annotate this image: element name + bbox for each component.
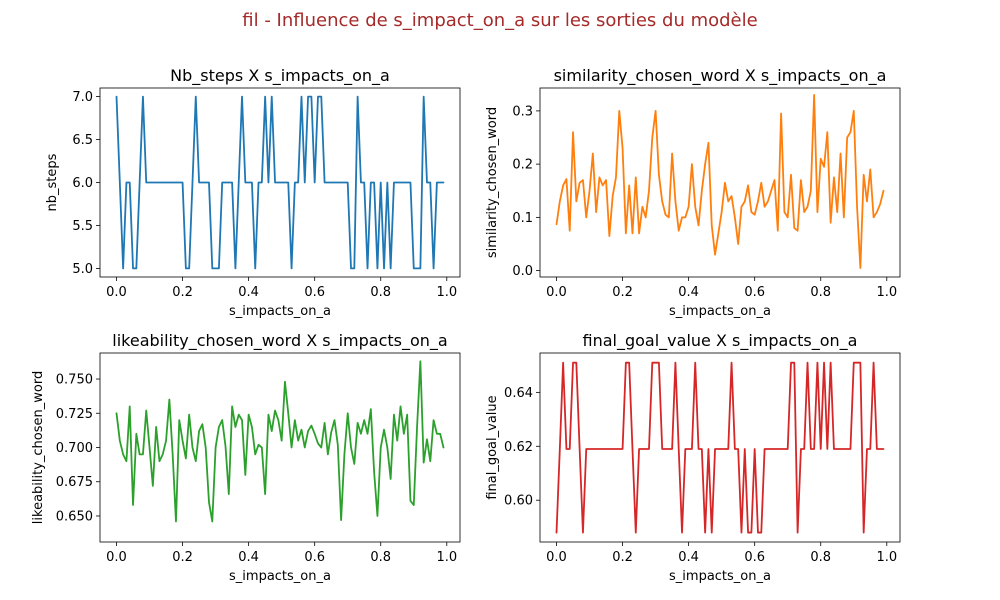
x-tick-label: 0.0	[546, 550, 567, 565]
y-axis-label: similarity_chosen_word	[485, 107, 500, 258]
x-tick-label: 1.0	[436, 285, 457, 300]
x-tick-label: 0.6	[744, 285, 765, 300]
x-tick-label: 0.0	[106, 550, 127, 565]
x-tick-label: 0.4	[238, 285, 259, 300]
y-tick-label: 0.725	[56, 407, 93, 422]
x-tick-label: 0.6	[744, 550, 765, 565]
y-tick-label: 6.5	[72, 133, 93, 148]
x-tick-label: 0.4	[678, 550, 699, 565]
y-tick-label: 5.0	[72, 262, 93, 277]
x-tick-label: 0.8	[370, 285, 391, 300]
series-line	[555, 94, 885, 269]
y-tick-label: 0.62	[504, 440, 533, 455]
series-line	[115, 360, 445, 523]
y-tick-label: 0.750	[56, 373, 93, 388]
y-tick-label: 0.64	[504, 386, 533, 401]
y-tick-label: 0.3	[512, 104, 533, 119]
y-axis-label: final_goal_value	[485, 395, 500, 499]
x-tick-label: 0.4	[238, 550, 259, 565]
chart-panel-4: final_goal_value X s_impacts_on_a 0.0 0.2 0…	[485, 331, 901, 584]
x-tick-label: 0.0	[106, 285, 127, 300]
x-tick-label: 1.0	[876, 550, 897, 565]
x-tick-label: 0.0	[546, 285, 567, 300]
x-tick-label: 0.6	[304, 285, 325, 300]
x-tick-label: 0.8	[370, 550, 391, 565]
chart-title: final_goal_value X s_impacts_on_a	[583, 331, 858, 351]
x-tick-label: 0.8	[810, 285, 831, 300]
chart-title: Nb_steps X s_impacts_on_a	[170, 66, 390, 86]
chart-panel-1: Nb_steps X s_impacts_on_a 0.0 0.2 0.4 0.6 0.8…	[45, 66, 461, 319]
chart-title: similarity_chosen_word X s_impacts_on_a	[554, 66, 887, 86]
plot-frame	[99, 87, 461, 278]
y-tick-label: 0.650	[56, 509, 93, 524]
x-tick-label: 0.2	[612, 285, 633, 300]
x-tick-label: 0.2	[172, 550, 193, 565]
x-tick-label: 0.8	[810, 550, 831, 565]
y-tick-label: 0.700	[56, 441, 93, 456]
chart-panel-2: similarity_chosen_word X s_impacts_on_a 0…	[485, 66, 901, 319]
y-tick-label: 6.0	[72, 176, 93, 191]
y-tick-label: 0.1	[512, 211, 533, 226]
y-axis-label: likeability_chosen_word	[31, 371, 46, 524]
x-tick-label: 0.4	[678, 285, 699, 300]
x-tick-label: 0.2	[612, 550, 633, 565]
y-tick-label: 0.675	[56, 475, 93, 490]
x-tick-label: 0.6	[304, 550, 325, 565]
x-tick-label: 0.2	[172, 285, 193, 300]
chart-panel-3: likeability_chosen_word X s_impacts_on_a…	[31, 331, 461, 584]
y-tick-label: 0.60	[504, 494, 533, 509]
plot-frame	[539, 352, 901, 543]
series-line	[115, 95, 445, 270]
figure-suptitle: fil - Influence de s_impact_on_a sur les…	[242, 10, 758, 31]
x-axis-label: s_impacts_on_a	[669, 569, 771, 584]
y-tick-label: 7.0	[72, 90, 93, 105]
series-line	[555, 361, 885, 534]
x-tick-label: 1.0	[876, 285, 897, 300]
y-tick-label: 0.0	[512, 264, 533, 279]
x-tick-label: 1.0	[436, 550, 457, 565]
y-tick-label: 5.5	[72, 219, 93, 234]
y-axis-label: nb_steps	[45, 153, 60, 211]
x-axis-label: s_impacts_on_a	[229, 304, 331, 319]
chart-title: likeability_chosen_word X s_impacts_on_a	[112, 331, 447, 351]
y-tick-label: 0.2	[512, 158, 533, 173]
plot-frame	[539, 87, 901, 278]
plot-frame	[99, 352, 461, 543]
x-axis-label: s_impacts_on_a	[229, 569, 331, 584]
x-axis-label: s_impacts_on_a	[669, 304, 771, 319]
